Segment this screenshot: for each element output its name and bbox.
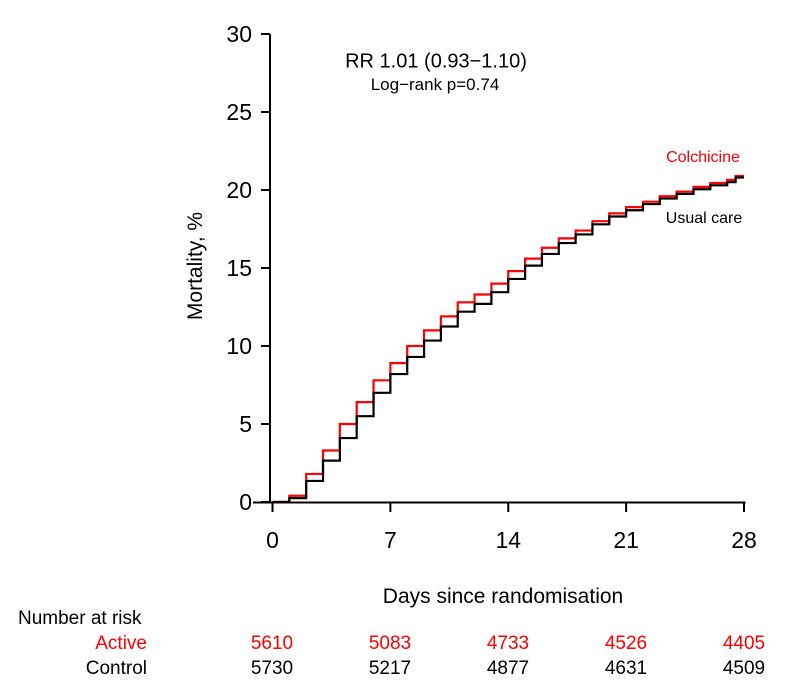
mortality-chart-svg: 0 7 14 21 28 0 5 10 15 20 25 30 — [226, 21, 757, 553]
logrank-annotation: Log−rank p=0.74 — [370, 75, 500, 94]
risk-value-active-d0: 5610 — [250, 633, 294, 654]
y-tick-label: 5 — [239, 411, 252, 437]
risk-value-active-d7: 5083 — [368, 633, 412, 654]
risk-value-active-d14: 4733 — [486, 633, 530, 654]
risk-value-control-d0: 5730 — [250, 658, 294, 679]
usual-care-curve-label: Usual care — [665, 210, 743, 227]
risk-value-control-d7: 5217 — [368, 658, 412, 679]
risk-value-control-d21: 4631 — [604, 658, 648, 679]
x-tick-label: 28 — [731, 527, 757, 553]
x-tick-label: 14 — [495, 527, 521, 553]
risk-value-active-d21: 4526 — [604, 633, 648, 654]
y-tick-label: 30 — [226, 21, 252, 47]
x-tick-label: 0 — [266, 527, 279, 553]
x-tick-label: 21 — [613, 527, 639, 553]
x-axis-title: Days since randomisation — [382, 585, 624, 608]
rr-annotation: RR 1.01 (0.93−1.10) — [345, 50, 527, 73]
y-tick-label: 15 — [226, 255, 252, 281]
y-tick-label: 0 — [239, 489, 252, 515]
colchicine-curve-label: Colchicine — [666, 149, 740, 166]
risk-value-control-d14: 4877 — [486, 658, 530, 679]
risk-value-control-d28: 4509 — [722, 658, 766, 679]
y-tick-label: 10 — [226, 333, 252, 359]
risk-table-title: Number at risk — [18, 608, 142, 629]
usual-care-curve — [272, 176, 744, 504]
y-axis-title: Mortality, % — [184, 211, 207, 321]
y-tick-label: 20 — [226, 177, 252, 203]
risk-row-label-active: Active — [95, 633, 147, 654]
risk-row-label-control: Control — [85, 658, 147, 679]
y-tick-label: 25 — [226, 99, 252, 125]
risk-value-active-d28: 4405 — [722, 633, 766, 654]
x-tick-label: 7 — [384, 527, 397, 553]
